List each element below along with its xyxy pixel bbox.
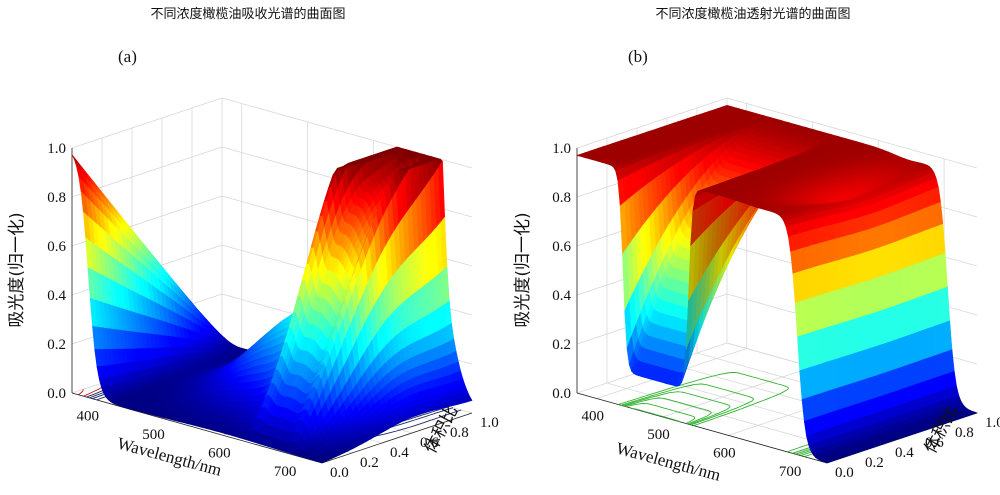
axis-line [321, 412, 473, 464]
surface-b [575, 104, 978, 464]
x-tick-label: 700 [274, 464, 297, 480]
x-tick-label: 600 [208, 445, 231, 461]
grid-line [662, 366, 813, 418]
y-tick-label: 0.0 [330, 465, 349, 481]
z-tick-label: 0.4 [47, 288, 66, 304]
grid-line [71, 97, 223, 149]
x-tick-label: 400 [76, 409, 99, 425]
z-tick-label: 0.2 [47, 337, 66, 353]
chart-title-a: 不同浓度橄榄油吸收光谱的曲面图 [150, 6, 345, 22]
axis-line [71, 392, 323, 464]
surface-a [71, 146, 473, 464]
surface-patch [318, 459, 328, 464]
z-axis-label-a: 吸光度(归一化) [7, 212, 27, 327]
y-tick-label: 1.0 [480, 415, 499, 431]
tick-labels-a: 0.0 0.2 0.4 0.6 0.8 1.0 400 500 600 700 0.0 0.2 0.4 0… [47, 141, 499, 481]
chart-panel-a: 0.0 0.2 0.4 0.6 0.8 1.0 400 500 600 700 0.0 0.2 0.4 0… [47, 97, 499, 481]
y-tick-label: 0.2 [360, 455, 379, 471]
z-tick-label: 0.8 [47, 190, 66, 206]
y-tick-label: 0.8 [450, 425, 469, 441]
y-tick-label: 0.4 [390, 445, 409, 461]
y-tick-label: 0.6 [420, 435, 439, 451]
panel-label-a: (a) [118, 47, 137, 66]
x-axis-label-a: Wavelength/nm [115, 434, 223, 480]
grid-line [726, 97, 978, 169]
x-tick-label: 500 [142, 427, 165, 443]
grid-line [576, 97, 728, 149]
z-tick-label: 1.0 [47, 141, 66, 157]
z-tick-label: 0.6 [47, 239, 66, 255]
z-tick-label: 0.0 [47, 386, 66, 402]
